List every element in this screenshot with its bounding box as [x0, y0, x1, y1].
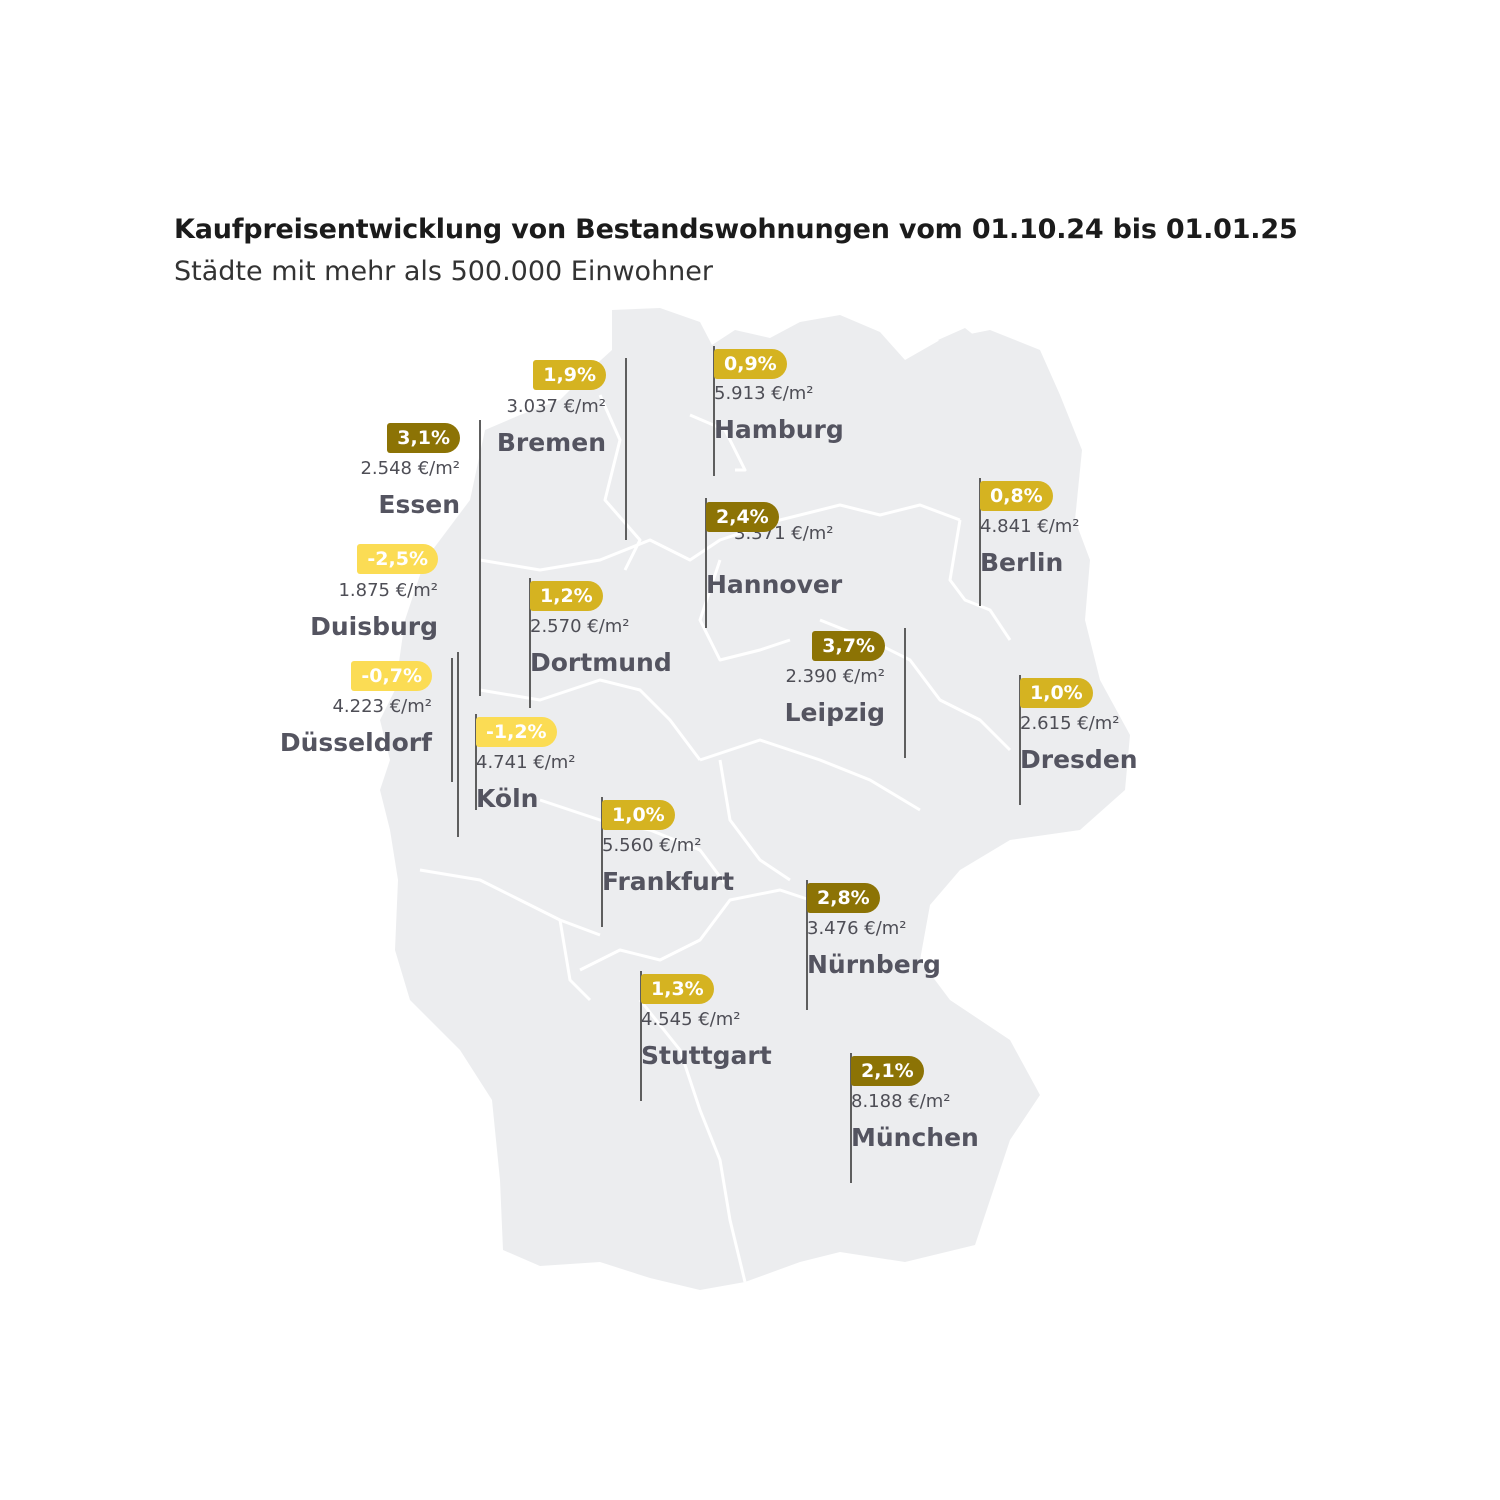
city-name: Dortmund: [530, 648, 672, 677]
city-name: Düsseldorf: [279, 728, 432, 757]
price-label: 4.545 €/m²: [641, 1009, 741, 1030]
city-name: Leipzig: [784, 698, 885, 727]
city-name: Essen: [378, 490, 460, 519]
price-label: 2.390 €/m²: [785, 666, 885, 687]
price-label: 3.476 €/m²: [807, 918, 907, 939]
change-badge: 3,7%: [812, 631, 885, 661]
state-border: [689, 413, 747, 472]
state-border: [558, 919, 592, 1002]
state-border: [698, 559, 791, 662]
germany-outline: [380, 308, 1130, 1290]
state-border: [718, 759, 791, 882]
change-badge: 1,9%: [533, 360, 606, 390]
change-badge: 2,4%: [706, 502, 779, 532]
price-label: 4.741 €/m²: [476, 752, 576, 773]
state-border: [479, 503, 961, 572]
change-badge: -1,2%: [476, 717, 557, 747]
change-badge: 1,0%: [602, 800, 675, 830]
city-name: Hamburg: [714, 415, 844, 444]
state-border: [579, 888, 811, 972]
city-name: Dresden: [1020, 745, 1138, 774]
price-label: 5.560 €/m²: [602, 835, 702, 856]
price-label: 3.037 €/m²: [506, 396, 606, 417]
state-border: [419, 868, 601, 937]
change-badge: 1,0%: [1020, 678, 1093, 708]
price-label: 2.615 €/m²: [1020, 713, 1120, 734]
change-badge: -0,7%: [351, 661, 432, 691]
map-subtitle: Städte mit mehr als 500.000 Einwohner: [174, 256, 714, 287]
city-name: Stuttgart: [641, 1041, 772, 1070]
state-border: [948, 519, 1012, 641]
price-label: 2.548 €/m²: [360, 458, 460, 479]
price-label: 2.570 €/m²: [530, 616, 630, 637]
city-name: Nürnberg: [807, 950, 941, 979]
city-name: Bremen: [496, 428, 606, 457]
state-border: [539, 798, 732, 891]
state-border: [598, 394, 642, 571]
city-name: Frankfurt: [602, 867, 735, 896]
change-badge: 3,1%: [387, 423, 460, 453]
city-name: Köln: [476, 784, 539, 813]
change-badge: 1,2%: [530, 581, 603, 611]
city-name: Berlin: [980, 548, 1064, 577]
price-label: 4.223 €/m²: [332, 696, 432, 717]
city-name: München: [851, 1123, 979, 1152]
change-badge: 2,1%: [851, 1056, 924, 1086]
price-label: 1.875 €/m²: [338, 580, 438, 601]
price-label: 5.913 €/m²: [714, 383, 814, 404]
state-border: [638, 999, 747, 1283]
change-badge: 1,3%: [641, 974, 714, 1004]
change-badge: 0,9%: [714, 349, 787, 379]
city-name: Duisburg: [310, 612, 438, 641]
price-label: 4.841 €/m²: [980, 516, 1080, 537]
change-badge: -2,5%: [357, 544, 438, 574]
state-border: [699, 738, 921, 812]
change-badge: 2,8%: [807, 883, 880, 913]
city-name: Hannover: [706, 570, 843, 599]
change-badge: 0,8%: [980, 481, 1053, 511]
map-title: Kaufpreisentwicklung von Bestandswohnung…: [174, 214, 1298, 245]
price-label: 8.188 €/m²: [851, 1091, 951, 1112]
